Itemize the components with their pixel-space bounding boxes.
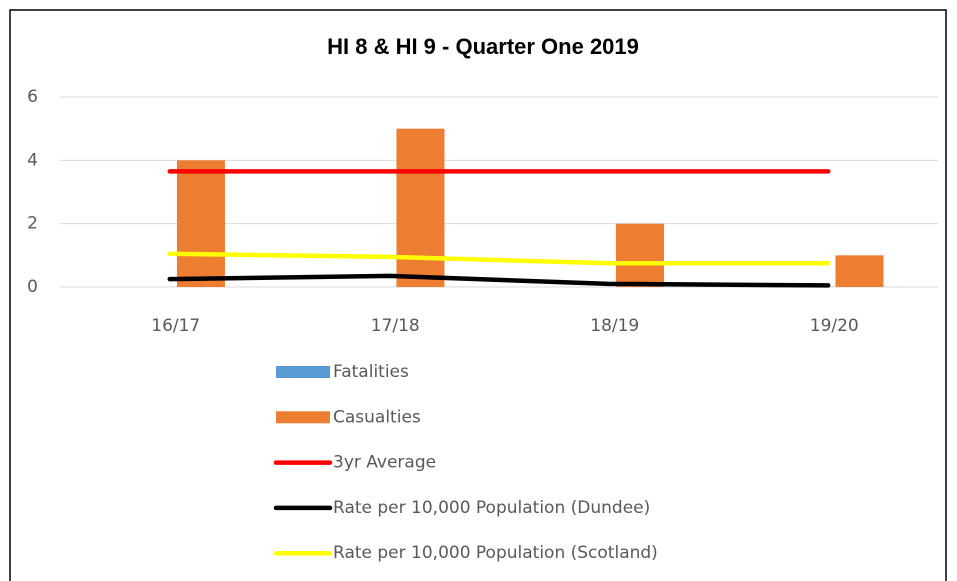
chart-title: HI 8 & HI 9 - Quarter One 2019 [327, 34, 639, 59]
legend-label: Rate per 10,000 Population (Scotland) [333, 543, 658, 563]
legend-swatch [276, 411, 330, 424]
line [167, 251, 831, 266]
legend-label: Rate per 10,000 Population (Dundee) [333, 498, 650, 518]
bar [176, 160, 225, 287]
x-tick-label: 16/17 [151, 316, 200, 336]
bar [396, 128, 445, 287]
legend-swatch [276, 366, 330, 378]
y-tick-label: 4 [27, 150, 38, 170]
bar [615, 223, 664, 287]
y-tick-label: 6 [27, 87, 38, 107]
x-tick-label: 17/18 [371, 316, 420, 336]
x-tick-label: 19/20 [810, 316, 859, 336]
x-tick-label: 18/19 [590, 316, 639, 336]
line [167, 273, 831, 288]
bar [835, 255, 884, 287]
chart-border [9, 9, 947, 581]
legend-label: Casualties [333, 407, 421, 427]
legend-label: Fatalities [333, 362, 409, 382]
legend-label: 3yr Average [333, 453, 436, 473]
y-tick-label: 2 [27, 214, 38, 234]
y-tick-label: 0 [27, 277, 38, 297]
